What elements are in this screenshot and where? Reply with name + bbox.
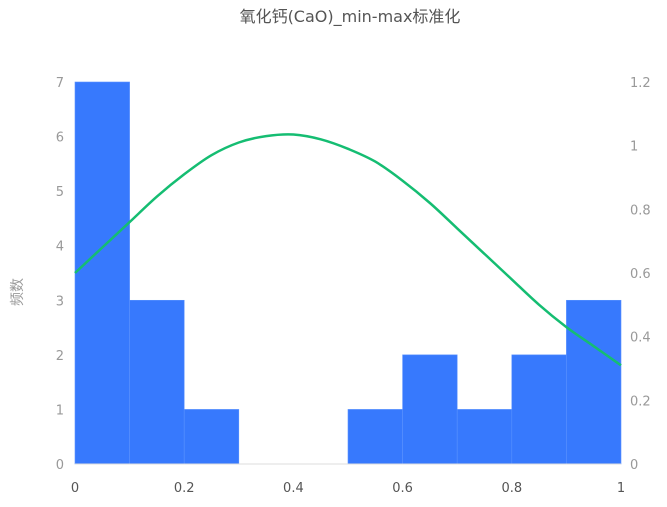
chart-title: 氧化钙(CaO)_min-max标准化	[240, 7, 461, 27]
y-axis-label: 频数	[10, 278, 26, 306]
right-y-ticks: 0 0.2 0.4 0.6 0.8 1 1.2	[630, 76, 651, 473]
x-tick-label: 0	[71, 481, 79, 496]
histogram-bar-7	[456, 409, 513, 465]
left-y-tick-label: 4	[56, 240, 64, 255]
density-curve	[74, 133, 622, 367]
left-y-tick-label: 1	[56, 403, 64, 418]
bars-group	[74, 81, 622, 465]
right-y-tick-label: 0.4	[630, 331, 651, 346]
histogram-bar-8	[511, 354, 567, 465]
x-tick-label: 0.8	[501, 481, 522, 496]
x-ticks: 0 0.2 0.4 0.6 0.8 1	[71, 481, 625, 496]
left-y-tick-label: 6	[56, 131, 64, 146]
x-tick-label: 1	[617, 481, 625, 496]
right-y-tick-label: 0.6	[630, 267, 651, 282]
left-y-tick-label: 5	[56, 185, 64, 200]
x-tick-label: 0.2	[174, 481, 195, 496]
histogram-bar-5	[347, 409, 403, 465]
histogram-bar-9	[566, 299, 622, 465]
left-y-ticks: 0 1 2 3 4 5 6 7	[56, 76, 64, 473]
right-y-tick-label: 1.2	[630, 76, 651, 91]
left-y-tick-label: 0	[56, 458, 64, 473]
right-y-tick-label: 0.8	[630, 203, 651, 218]
right-y-tick-label: 1	[630, 140, 638, 155]
x-tick-label: 0.4	[283, 481, 304, 496]
histogram-bar-2	[183, 409, 240, 465]
x-tick-label: 0.6	[392, 481, 413, 496]
left-y-tick-label: 2	[56, 349, 64, 364]
right-y-tick-label: 0	[630, 458, 638, 473]
histogram-bar-1	[129, 299, 185, 465]
histogram-bar-0	[74, 81, 130, 465]
right-y-tick-label: 0.2	[630, 394, 651, 409]
left-y-tick-label: 3	[56, 294, 64, 309]
left-y-tick-label: 7	[56, 76, 64, 91]
histogram-bar-6	[402, 354, 458, 465]
